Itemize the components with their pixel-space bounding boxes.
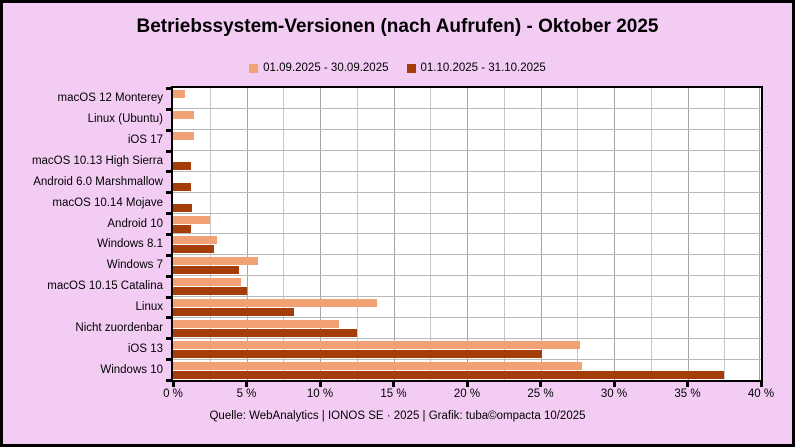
category-row xyxy=(173,172,761,193)
category-label: macOS 10.13 High Sierra xyxy=(31,155,163,167)
category-row xyxy=(173,360,761,380)
category-label: Linux xyxy=(135,301,164,314)
y-tick-mark xyxy=(166,128,171,132)
category-row xyxy=(173,276,761,298)
bar-september xyxy=(173,320,340,329)
category-row xyxy=(173,193,761,214)
legend-item-1: 01.10.2025 - 31.10.2025 xyxy=(406,62,546,74)
category-label: Windows 10 xyxy=(100,363,163,376)
x-tick-mark xyxy=(392,382,395,387)
x-tick-label: 40 % xyxy=(747,388,775,400)
bar-october xyxy=(173,370,725,379)
bar-october xyxy=(173,350,542,359)
category-row xyxy=(173,151,761,172)
bar-september xyxy=(173,341,581,350)
bar-september xyxy=(173,131,194,140)
category-row xyxy=(173,88,761,109)
category-label: macOS 10.15 Catalina xyxy=(47,280,163,293)
category-row xyxy=(173,130,761,151)
legend-label: 01.09.2025 - 30.09.2025 xyxy=(263,62,389,74)
x-axis-tick-labels: 0 % 5 % 10 % 15 % 20 % 25 % 30 % 35 % 40 % xyxy=(3,388,792,402)
x-tick-mark xyxy=(539,382,542,387)
legend-swatch-icon xyxy=(249,63,259,73)
bar-october xyxy=(173,161,191,170)
category-label: Linux (Ubuntu) xyxy=(87,113,163,126)
bar-october xyxy=(173,182,191,191)
bar-september xyxy=(173,361,582,370)
x-tick-label: 5 % xyxy=(236,388,257,400)
x-tick-mark xyxy=(171,382,175,387)
y-tick-mark xyxy=(166,107,171,111)
x-tick-label: 15 % xyxy=(380,388,407,400)
category-label: macOS 12 Monterey xyxy=(57,92,163,105)
bar-october xyxy=(173,245,215,254)
legend-label: 01.10.2025 - 31.10.2025 xyxy=(420,62,546,74)
plot-area xyxy=(171,86,763,382)
legend-swatch-icon xyxy=(406,63,416,73)
category-row xyxy=(173,214,761,235)
x-tick-label: 35 % xyxy=(674,388,701,400)
bar-september xyxy=(173,257,259,266)
bar-september xyxy=(173,215,210,224)
y-tick-mark xyxy=(166,274,171,278)
category-label: macOS 10.14 Mojave xyxy=(52,196,163,209)
category-label: Android 6.0 Marshmallow xyxy=(33,175,163,188)
x-tick-mark xyxy=(318,382,322,387)
category-row xyxy=(173,255,761,277)
y-tick-mark xyxy=(166,295,171,299)
category-label: Windows 7 xyxy=(106,259,163,272)
y-tick-mark xyxy=(166,253,171,257)
legend-item-0: 01.09.2025 - 30.09.2025 xyxy=(249,62,389,74)
source-caption: Quelle: WebAnalytics | IONOS SE · 2025 |… xyxy=(209,410,586,422)
category-row xyxy=(173,109,761,130)
x-tick-label: 0 % xyxy=(163,388,183,400)
x-tick-mark xyxy=(245,382,248,387)
bar-september xyxy=(173,278,241,287)
bar-rows xyxy=(173,88,761,380)
x-tick-label: 20 % xyxy=(453,388,481,400)
category-row xyxy=(173,339,761,360)
x-tick-label: 30 % xyxy=(600,388,628,400)
y-tick-mark xyxy=(166,212,171,216)
y-tick-mark xyxy=(166,379,171,382)
x-tick-mark xyxy=(612,382,616,387)
y-tick-mark xyxy=(166,316,171,320)
y-tick-mark xyxy=(166,87,171,90)
y-tick-mark xyxy=(166,337,171,341)
category-label: Nicht zuordenbar xyxy=(75,321,163,334)
bar-october xyxy=(173,308,294,317)
category-label: Windows 8.1 xyxy=(97,238,163,251)
category-label: iOS 17 xyxy=(127,134,163,147)
x-tick-mark xyxy=(465,382,469,387)
legend: 01.09.2025 - 30.09.2025 01.10.2025 - 31.1… xyxy=(3,62,792,74)
x-tick-label: 25 % xyxy=(527,388,554,400)
y-tick-mark xyxy=(166,191,171,195)
category-label: Android 10 xyxy=(107,217,163,230)
bar-october xyxy=(173,266,240,275)
x-tick-mark xyxy=(686,382,689,387)
bar-october xyxy=(173,203,193,212)
y-tick-mark xyxy=(166,170,171,174)
bar-september xyxy=(173,299,378,308)
bar-october xyxy=(173,287,247,296)
category-label: iOS 13 xyxy=(127,342,163,355)
y-tick-mark xyxy=(166,149,171,153)
category-row xyxy=(173,297,761,319)
category-row xyxy=(173,318,761,340)
chart-title: Betriebssystem-Versionen (nach Aufrufen)… xyxy=(136,16,659,37)
bar-october xyxy=(173,224,191,233)
x-tick-mark xyxy=(759,382,763,387)
category-row xyxy=(173,234,761,256)
x-tick-label: 10 % xyxy=(306,388,334,400)
y-tick-mark xyxy=(166,233,171,236)
y-axis-category-labels: macOS 12 Monterey Linux (Ubuntu) iOS 17 mac… xyxy=(3,88,163,380)
y-tick-mark xyxy=(166,358,171,362)
bar-september xyxy=(173,90,185,98)
bar-september xyxy=(173,110,194,119)
bar-september xyxy=(173,236,218,245)
bar-october xyxy=(173,329,357,338)
